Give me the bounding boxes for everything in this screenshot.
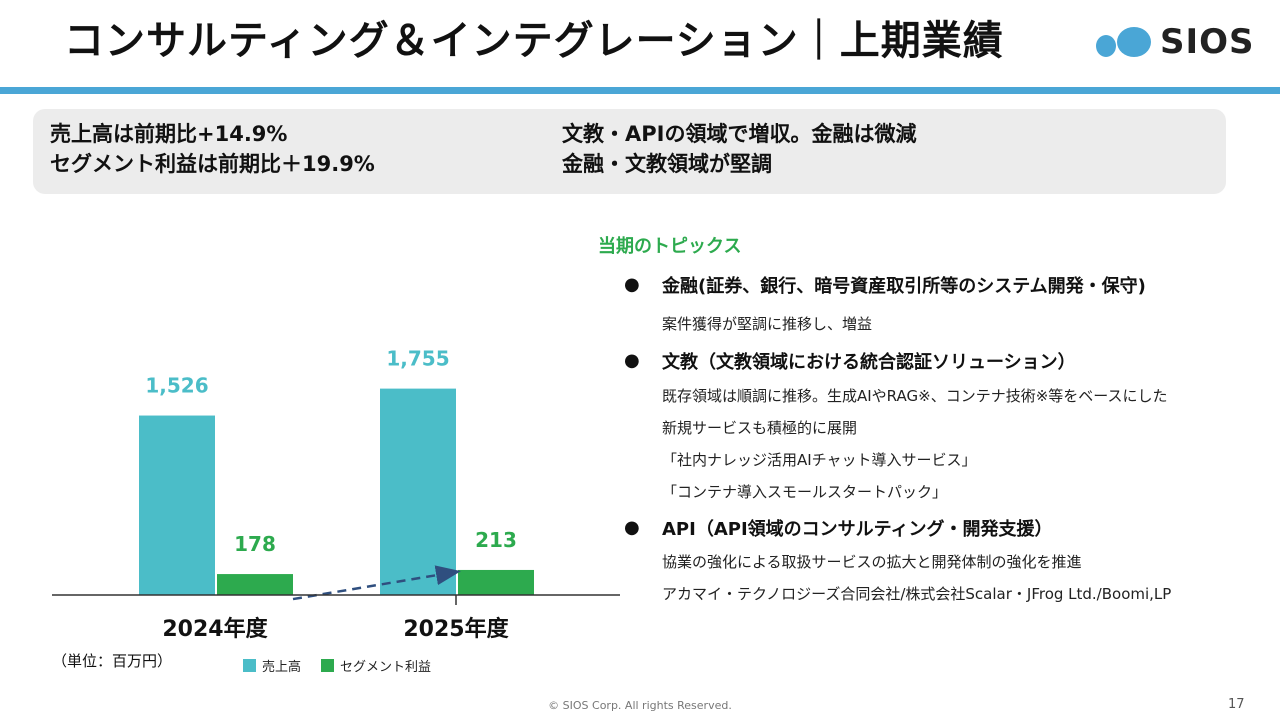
trend-arrow — [292, 565, 461, 601]
summary-box: 売上高は前期比+14.9% セグメント利益は前期比＋19.9% 文教・APIの領… — [33, 109, 1226, 194]
legend-label-profit: セグメント利益 — [340, 660, 432, 675]
bar-profit — [217, 574, 293, 595]
topic-line: 案件獲得が堅調に推移し、増益 — [662, 315, 873, 333]
topic-line: 新規サービスも積極的に展開 — [662, 419, 858, 437]
topic-heading-api: API（API領域のコンサルティング・開発支援） — [662, 519, 1053, 540]
bar-sales — [380, 388, 456, 595]
summary-note-1: 文教・APIの領域で増収。金融は微減 — [562, 122, 917, 146]
page-number: 17 — [1228, 697, 1245, 712]
legend-label-sales: 売上高 — [262, 660, 302, 675]
data-label-sales: 1,755 — [386, 347, 449, 371]
data-label-profit: 178 — [234, 532, 276, 556]
data-label-sales: 1,526 — [145, 374, 208, 398]
bullet-icon: ● — [624, 517, 640, 538]
topic-heading-education: 文教（文教領域における統合認証ソリューション） — [662, 352, 1076, 373]
sios-logo-icon — [1096, 27, 1151, 57]
topics-title: 当期のトピックス — [598, 236, 742, 257]
topic-line: 「社内ナレッジ活用AIチャット導入サービス」 — [662, 451, 977, 469]
bullet-icon: ● — [624, 350, 640, 371]
topic-line: 既存領域は順調に推移。生成AIやRAG※、コンテナ技術※等をベースにした — [662, 387, 1168, 405]
x-tick-label: 2024年度 — [162, 616, 268, 642]
legend-profit: セグメント利益 — [321, 656, 431, 675]
bar-chart: 1,526 1,755 178 213 2024年度 2025年度 — [52, 347, 620, 642]
topic-heading-finance: 金融(証券、銀行、暗号資産取引所等のシステム開発・保守) — [662, 276, 1146, 297]
bar-profit — [458, 569, 534, 595]
bar-sales — [139, 415, 215, 595]
topic-line: 「コンテナ導入スモールスタートパック」 — [662, 483, 948, 501]
logo-text: SIOS — [1160, 22, 1255, 62]
bullet-icon: ● — [624, 274, 640, 295]
page-title: コンサルティング＆インテグレーション｜上期業績 — [64, 18, 1004, 64]
data-label-profit: 213 — [475, 528, 517, 552]
legend-swatch-sales — [243, 659, 256, 672]
unit-label: （単位：百万円） — [52, 652, 173, 670]
summary-note-2: 金融・文教領域が堅調 — [562, 152, 772, 176]
header-rule — [0, 87, 1280, 94]
summary-sales: 売上高は前期比+14.9% — [50, 122, 288, 146]
legend-sales: 売上高 — [243, 656, 301, 675]
x-tick-label: 2025年度 — [403, 616, 509, 642]
legend-swatch-profit — [321, 659, 334, 672]
topic-line: アカマイ・テクノロジーズ合同会社/株式会社Scalar・JFrog Ltd./B… — [662, 585, 1172, 603]
copyright-footer: © SIOS Corp. All rights Reserved. — [548, 699, 732, 712]
summary-profit: セグメント利益は前期比＋19.9% — [50, 152, 375, 176]
topic-line: 協業の強化による取扱サービスの拡大と開発体制の強化を推進 — [662, 553, 1082, 571]
